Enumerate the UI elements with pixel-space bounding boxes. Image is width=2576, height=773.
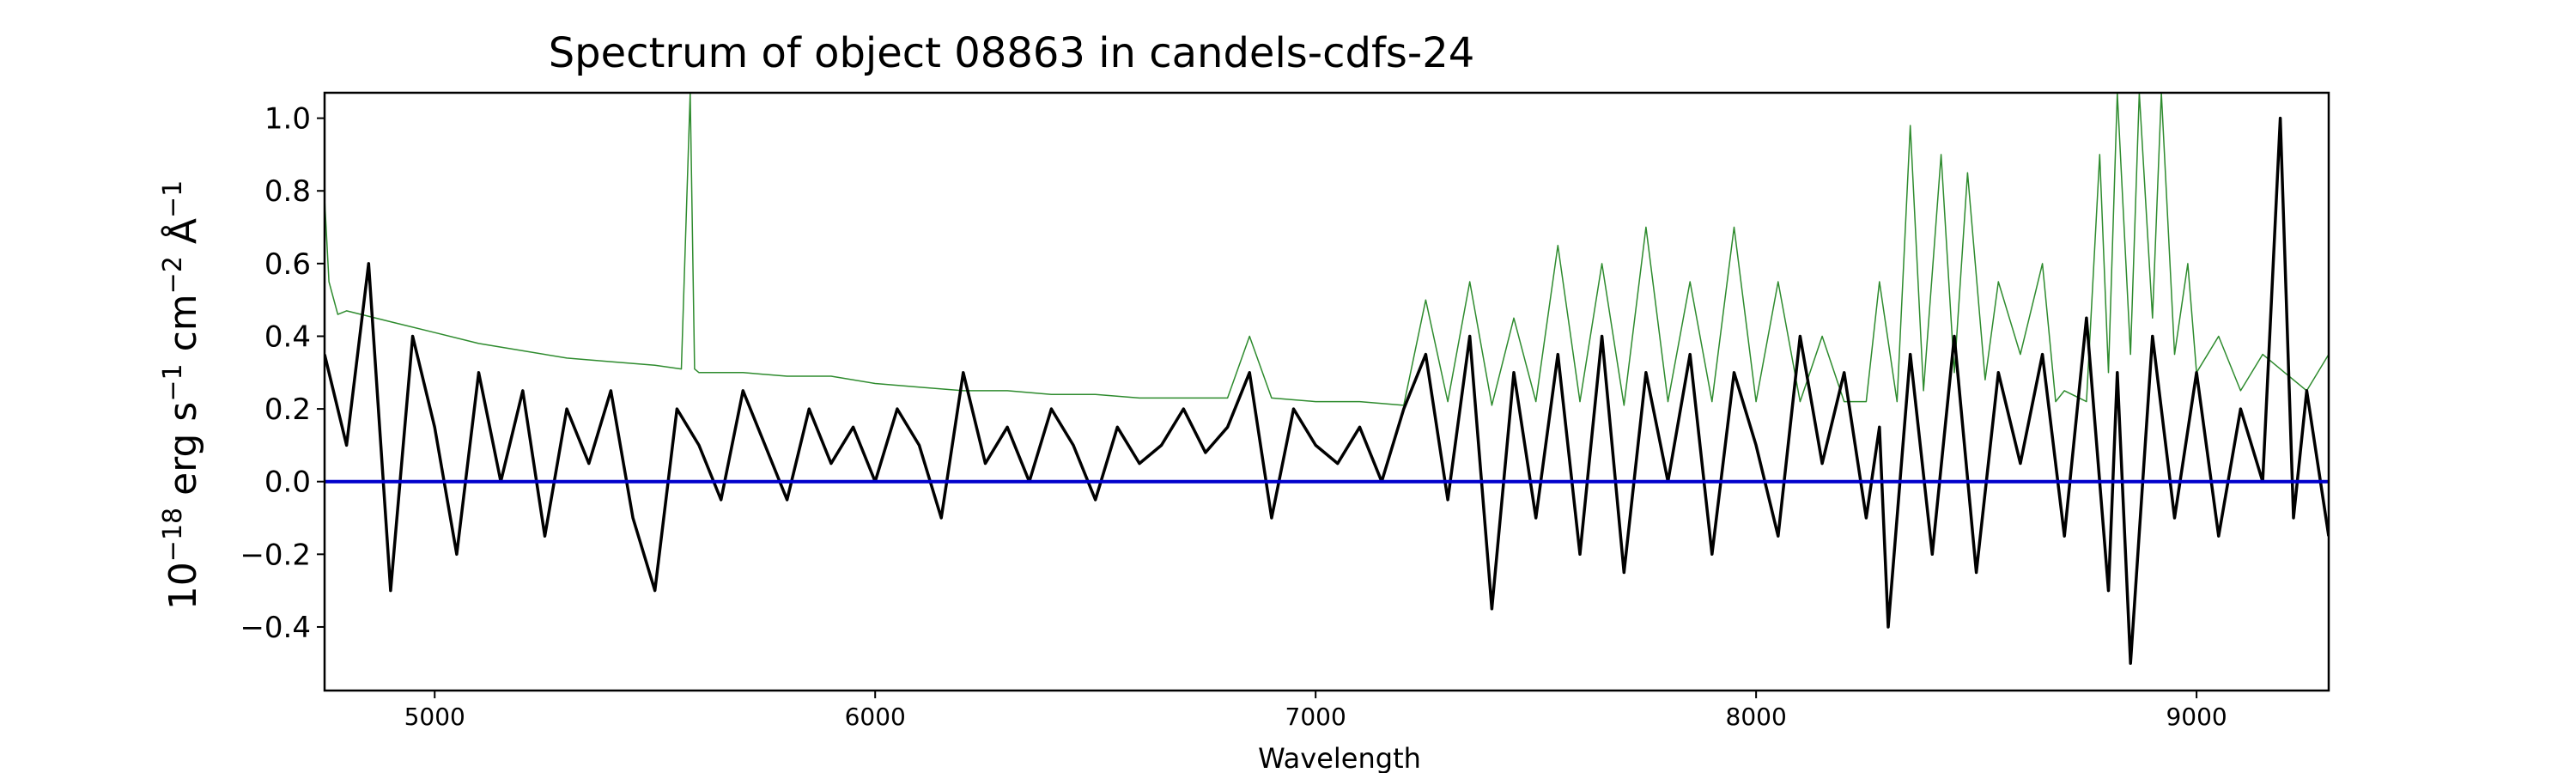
y-tick-label: 0.2 <box>264 393 311 427</box>
y-label-exponent: −18 <box>158 508 188 562</box>
x-axis-label: Wavelength <box>1258 742 1421 773</box>
x-tick-label: 8000 <box>1726 703 1787 731</box>
series-group <box>325 93 2329 666</box>
plot-area <box>323 91 2330 692</box>
x-axis-ticks: 5000 6000 7000 8000 9000 <box>404 691 2227 731</box>
y-tick-label: −0.4 <box>240 611 311 645</box>
y-label-text: Å <box>160 218 205 256</box>
y-tick-label: 1.0 <box>264 102 311 137</box>
x-tick-label: 5000 <box>404 703 465 731</box>
y-tick-label: 0.0 <box>264 466 311 500</box>
x-tick-label: 6000 <box>845 703 906 731</box>
x-tick-label: 9000 <box>2166 703 2227 731</box>
y-tick-label: −0.2 <box>240 538 311 572</box>
series-line-flux <box>325 116 2329 666</box>
plot-frame <box>323 91 2330 692</box>
y-label-text: 10 <box>161 562 205 610</box>
series-line-error <box>325 93 2329 406</box>
y-label-text: cm <box>161 294 205 363</box>
x-tick-label: 7000 <box>1285 703 1346 731</box>
chart-title: Spectrum of object 08863 in candels-cdfs… <box>549 29 1475 77</box>
y-tick-label: 0.8 <box>264 174 311 209</box>
y-label-exponent: −1 <box>158 363 188 401</box>
y-axis-ticks: −0.4 −0.2 0.0 0.2 0.4 0.6 0.8 1.0 <box>240 102 325 645</box>
y-axis-label: 10−18 erg s−1 cm−2 Å−1 <box>158 180 206 610</box>
y-label-text: erg s <box>161 402 205 508</box>
y-tick-label: 0.4 <box>264 320 311 354</box>
y-label-exponent: −2 <box>158 256 188 294</box>
y-tick-label: 0.6 <box>264 247 311 282</box>
y-label-exponent: −1 <box>158 180 188 218</box>
